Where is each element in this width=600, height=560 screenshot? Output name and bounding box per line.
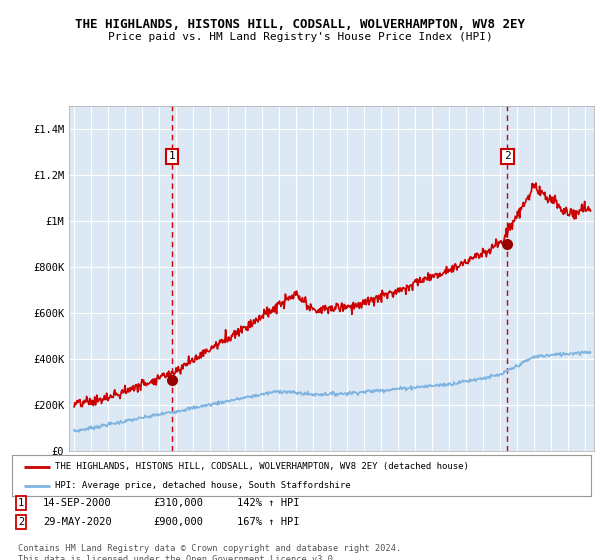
Text: 14-SEP-2000: 14-SEP-2000 <box>43 498 112 508</box>
Text: 2: 2 <box>18 517 24 527</box>
Text: 29-MAY-2020: 29-MAY-2020 <box>43 517 112 527</box>
Text: 1: 1 <box>18 498 24 508</box>
Text: THE HIGHLANDS, HISTONS HILL, CODSALL, WOLVERHAMPTON, WV8 2EY (detached house): THE HIGHLANDS, HISTONS HILL, CODSALL, WO… <box>55 462 469 471</box>
Text: HPI: Average price, detached house, South Staffordshire: HPI: Average price, detached house, Sout… <box>55 481 351 490</box>
Text: Contains HM Land Registry data © Crown copyright and database right 2024.
This d: Contains HM Land Registry data © Crown c… <box>18 544 401 560</box>
Text: Price paid vs. HM Land Registry's House Price Index (HPI): Price paid vs. HM Land Registry's House … <box>107 32 493 43</box>
Text: 2: 2 <box>504 151 511 161</box>
Text: £310,000: £310,000 <box>153 498 203 508</box>
Text: 167% ↑ HPI: 167% ↑ HPI <box>237 517 299 527</box>
Text: 1: 1 <box>169 151 175 161</box>
Text: £900,000: £900,000 <box>153 517 203 527</box>
Text: 142% ↑ HPI: 142% ↑ HPI <box>237 498 299 508</box>
Text: THE HIGHLANDS, HISTONS HILL, CODSALL, WOLVERHAMPTON, WV8 2EY: THE HIGHLANDS, HISTONS HILL, CODSALL, WO… <box>75 18 525 31</box>
